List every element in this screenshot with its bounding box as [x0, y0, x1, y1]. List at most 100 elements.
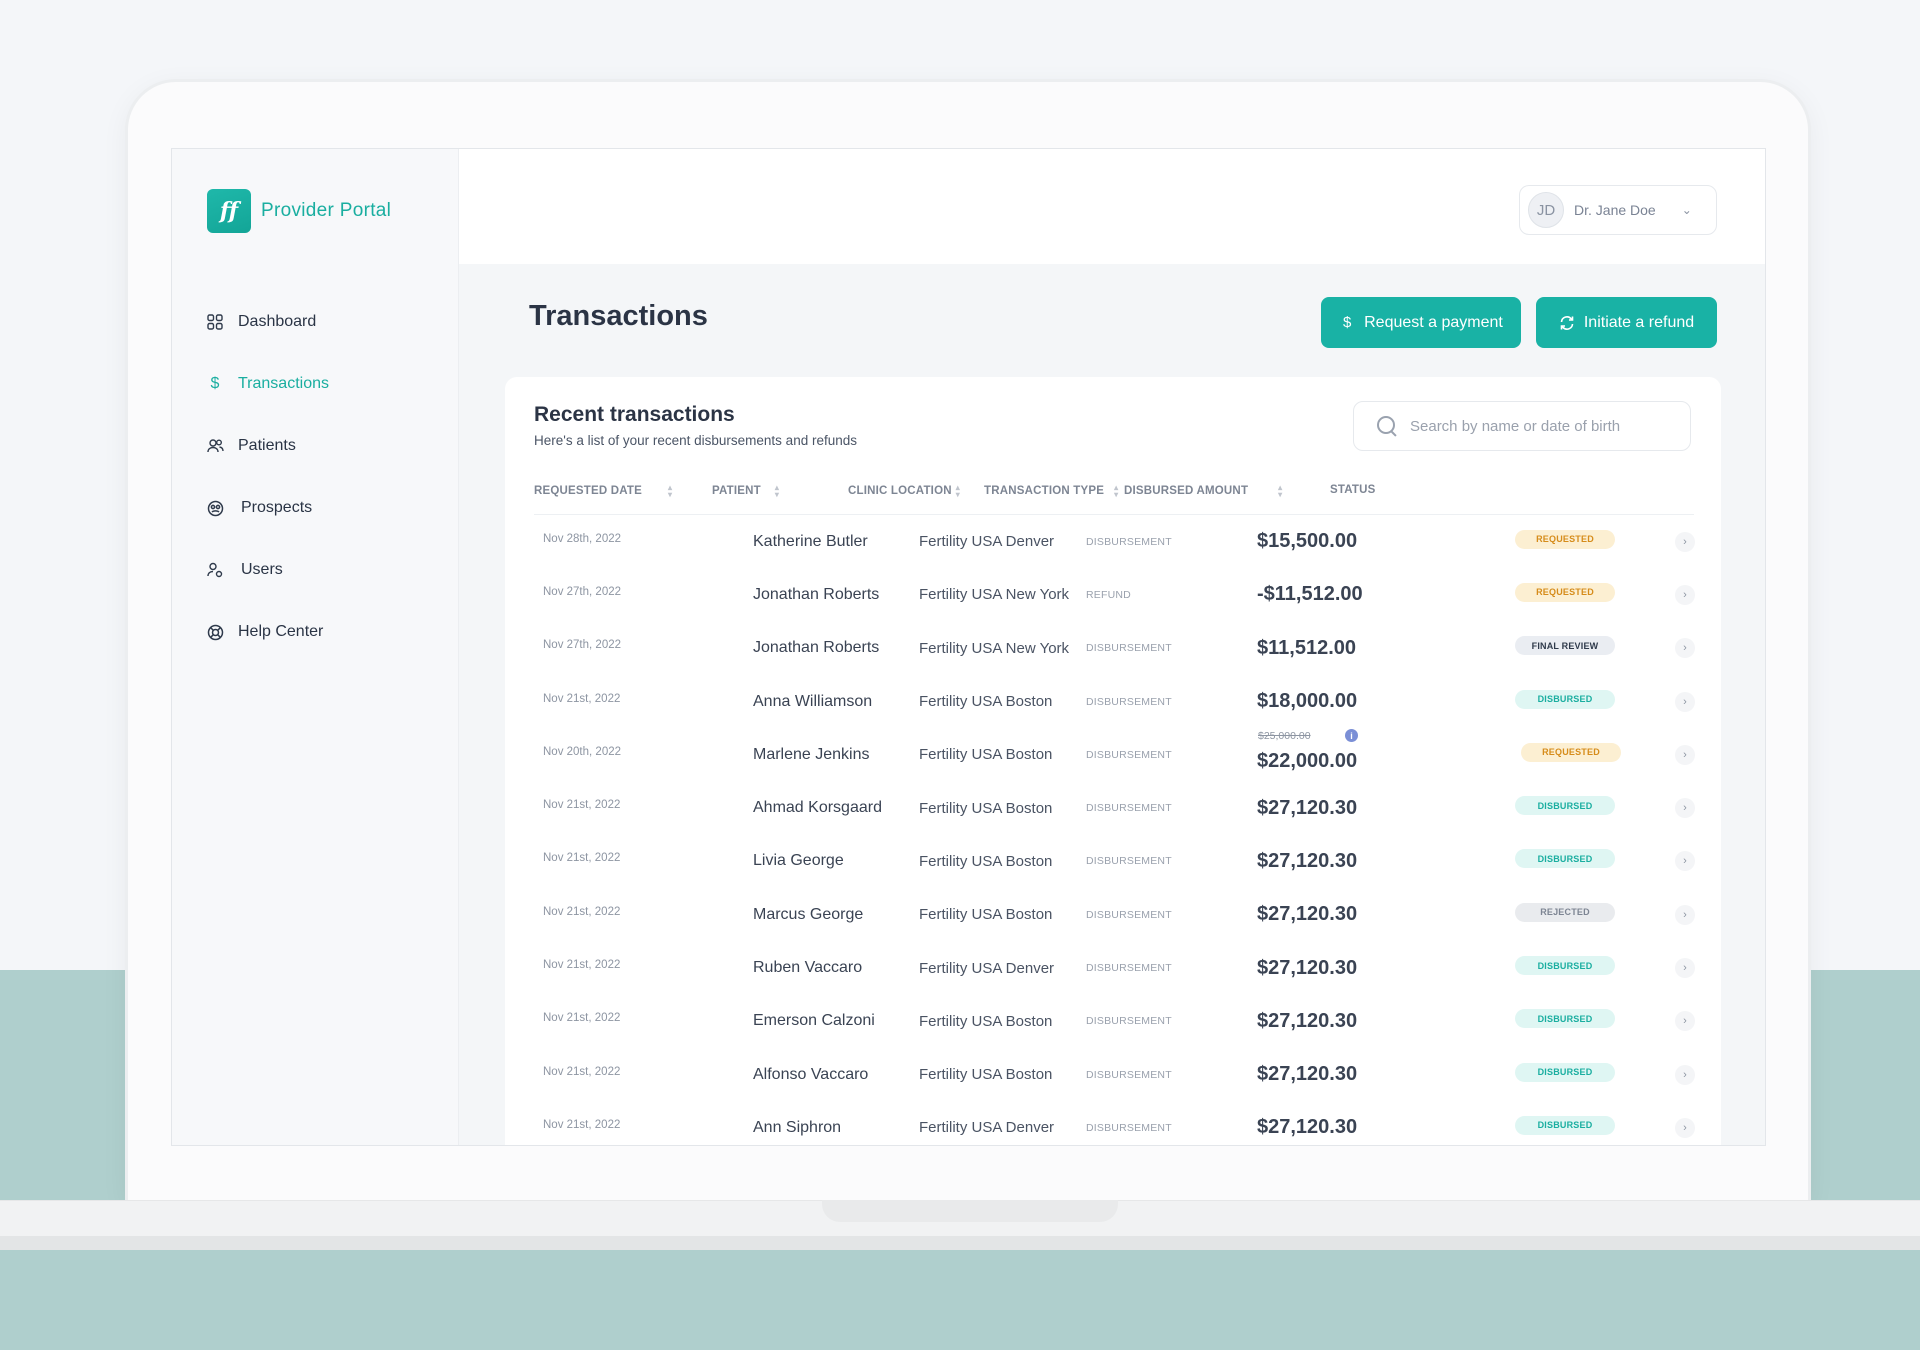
- user-name: Dr. Jane Doe: [1574, 202, 1656, 218]
- requested-date: Nov 21st, 2022: [543, 905, 621, 918]
- grid-icon: [206, 313, 224, 331]
- chevron-right-icon[interactable]: ›: [1675, 531, 1695, 552]
- disbursed-amount: $27,120.30: [1257, 1063, 1358, 1086]
- patient-name: Emerson Calzoni: [753, 1012, 875, 1030]
- disbursed-amount: $27,120.30: [1257, 1116, 1358, 1139]
- table-body: Nov 28th, 2022 Katherine Butler Fertilit…: [534, 515, 1695, 1145]
- search-input[interactable]: [1410, 417, 1690, 435]
- requested-date: Nov 21st, 2022: [543, 1012, 621, 1025]
- sidebar-item-label: Prospects: [241, 499, 313, 516]
- chevron-right-icon[interactable]: ›: [1675, 744, 1695, 765]
- patient-name: Alfonso Vaccaro: [753, 1065, 869, 1083]
- chevron-right-icon[interactable]: ›: [1675, 851, 1695, 872]
- clinic-location: Fertility USA Boston: [919, 693, 1053, 711]
- table-row[interactable]: Nov 21st, 2022 Livia George Fertility US…: [534, 835, 1695, 888]
- chevron-right-icon[interactable]: ›: [1675, 584, 1695, 605]
- status-cell: REQUESTED: [1515, 568, 1615, 621]
- sidebar-item-label: Users: [241, 561, 283, 578]
- sidebar-item-transactions[interactable]: $ Transactions: [206, 353, 446, 415]
- table-row[interactable]: Nov 27th, 2022 Jonathan Roberts Fertilit…: [534, 622, 1695, 675]
- sort-icon: ▴ ▾: [1114, 483, 1119, 500]
- sidebar-item-label: Patients: [238, 437, 296, 454]
- clinic-location: Fertility USA Denver: [919, 533, 1055, 551]
- sidebar-item-patients[interactable]: Patients: [206, 415, 446, 477]
- sidebar-item-users[interactable]: Users: [206, 539, 446, 601]
- search-box[interactable]: [1353, 401, 1691, 451]
- chevron-right-icon[interactable]: ›: [1675, 638, 1695, 659]
- disbursed-amount-cell: $25,000.00 i $22,000.00: [1257, 728, 1358, 781]
- sort-icon: ▴ ▾: [1278, 483, 1283, 500]
- disbursed-amount: $27,120.30: [1257, 849, 1358, 872]
- sidebar-item-dashboard[interactable]: Dashboard: [206, 291, 446, 353]
- row-arrow-cell: ›: [1675, 835, 1695, 888]
- amount-wrap: $25,000.00 i $22,000.00: [1257, 729, 1358, 773]
- table-row[interactable]: Nov 21st, 2022 Anna Williamson Fertility…: [534, 675, 1695, 728]
- dollar-icon: $: [1342, 314, 1352, 331]
- chevron-right-icon[interactable]: ›: [1675, 1064, 1695, 1085]
- status-cell: REQUESTED: [1515, 515, 1615, 568]
- table-row[interactable]: Nov 21st, 2022 Ahmad Korsgaard Fertility…: [534, 781, 1695, 834]
- avatar: JD: [1528, 192, 1564, 228]
- row-arrow-cell: ›: [1675, 675, 1695, 728]
- table-row[interactable]: Nov 27th, 2022 Jonathan Roberts Fertilit…: [534, 568, 1695, 621]
- requested-date: Nov 21st, 2022: [543, 852, 621, 865]
- chevron-right-icon[interactable]: ›: [1675, 798, 1695, 819]
- sidebar-item-prospects[interactable]: Prospects: [206, 477, 446, 539]
- clinic-location: Fertility USA New York: [919, 639, 1070, 657]
- transaction-type: DISBURSEMENT: [1086, 748, 1172, 761]
- sidebar-item-help-center[interactable]: Help Center: [206, 601, 446, 663]
- initiate-refund-button[interactable]: Initiate a refund: [1536, 297, 1717, 348]
- status-badge: DISBURSED: [1515, 1115, 1615, 1135]
- status-cell: DISBURSED: [1515, 995, 1615, 1048]
- column-header-clinic-location[interactable]: CLINIC LOCATION ▴ ▾: [848, 483, 960, 500]
- initiate-refund-label: Initiate a refund: [1583, 313, 1695, 331]
- lifebuoy-icon: [206, 623, 224, 641]
- user-menu[interactable]: JD Dr. Jane Doe ⌄: [1519, 185, 1717, 235]
- patient-name: Katherine Butler: [753, 532, 868, 550]
- status-badge: DISBURSED: [1515, 796, 1615, 816]
- column-header-patient[interactable]: PATIENT ▴ ▾: [712, 483, 780, 500]
- column-header-transaction-type[interactable]: TRANSACTION TYPE ▴ ▾: [984, 483, 1119, 500]
- row-arrow-cell: ›: [1675, 568, 1695, 621]
- status-cell: DISBURSED: [1515, 835, 1615, 888]
- chevron-right-icon[interactable]: ›: [1675, 691, 1695, 712]
- laptop-notch: [822, 1200, 1118, 1222]
- transaction-type: DISBURSEMENT: [1086, 1068, 1172, 1081]
- sort-icon: ▴ ▾: [955, 483, 960, 500]
- app-screen: ff Provider Portal Dashboard $ Transacti…: [171, 148, 1766, 1146]
- disbursed-amount: $27,120.30: [1257, 956, 1358, 979]
- clinic-location: Fertility USA Boston: [919, 799, 1053, 817]
- chevron-right-icon[interactable]: ›: [1675, 1011, 1695, 1032]
- page-title: Transactions: [529, 300, 708, 332]
- sort-icon: ▴ ▾: [668, 483, 673, 500]
- requested-date: Nov 21st, 2022: [543, 959, 621, 972]
- table-row[interactable]: Nov 21st, 2022 Marcus George Fertility U…: [534, 888, 1695, 941]
- disbursed-amount: $27,120.30: [1257, 903, 1358, 926]
- table-row[interactable]: Nov 20th, 2022 Marlene Jenkins Fertility…: [534, 728, 1695, 781]
- chevron-right-icon[interactable]: ›: [1675, 958, 1695, 979]
- chevron-right-icon[interactable]: ›: [1675, 904, 1695, 925]
- info-icon[interactable]: i: [1345, 729, 1358, 743]
- clinic-location: Fertility USA New York: [919, 586, 1070, 604]
- row-arrow-cell: ›: [1675, 941, 1695, 994]
- table-row[interactable]: Nov 21st, 2022 Ann Siphron Fertility USA…: [534, 1101, 1695, 1145]
- refresh-icon: [1559, 315, 1575, 331]
- status-cell: DISBURSED: [1515, 781, 1615, 834]
- table-row[interactable]: Nov 21st, 2022 Ruben Vaccaro Fertility U…: [534, 941, 1695, 994]
- status-badge: REQUESTED: [1515, 582, 1615, 602]
- table-row[interactable]: Nov 28th, 2022 Katherine Butler Fertilit…: [534, 515, 1695, 568]
- column-header-disbursed-amount[interactable]: DISBURSED AMOUNT ▴ ▾: [1124, 483, 1283, 500]
- transaction-type: DISBURSEMENT: [1086, 1121, 1172, 1134]
- table-row[interactable]: Nov 21st, 2022 Alfonso Vaccaro Fertility…: [534, 1048, 1695, 1101]
- clinic-location: Fertility USA Boston: [919, 906, 1053, 924]
- request-payment-button[interactable]: $ Request a payment: [1321, 297, 1521, 348]
- table-row[interactable]: Nov 21st, 2022 Emerson Calzoni Fertility…: [534, 995, 1695, 1048]
- patient-name: Anna Williamson: [753, 692, 873, 710]
- status-badge: FINAL REVIEW: [1515, 636, 1615, 656]
- status-cell: DISBURSED: [1515, 1048, 1615, 1101]
- disbursed-amount: $22,000.00: [1257, 750, 1358, 773]
- column-header-requested-date[interactable]: REQUESTED DATE ▴ ▾: [534, 483, 673, 500]
- row-arrow-cell: ›: [1675, 1048, 1695, 1101]
- brand[interactable]: ff Provider Portal: [207, 189, 391, 233]
- chevron-right-icon[interactable]: ›: [1675, 1117, 1695, 1138]
